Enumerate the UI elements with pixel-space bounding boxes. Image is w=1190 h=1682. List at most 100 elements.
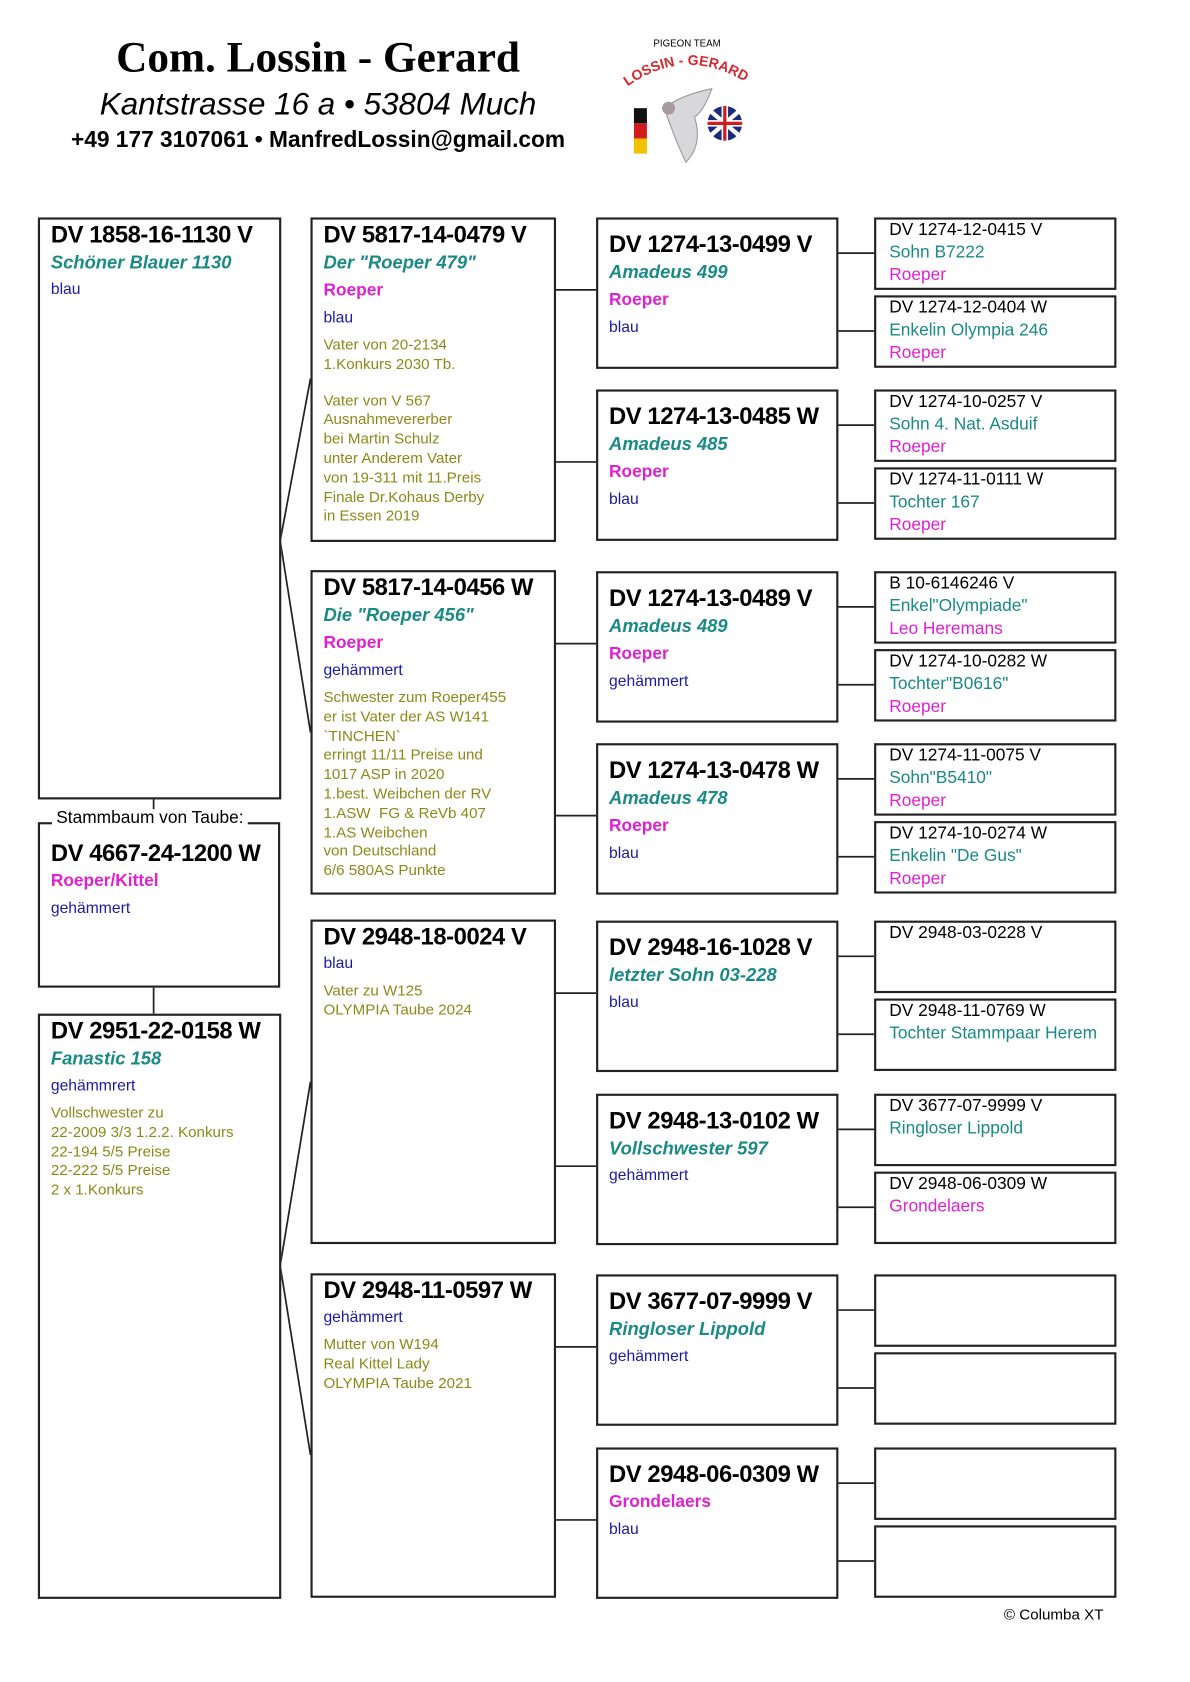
great-grandparent-box[interactable]: DV 1274-13-0485 W Amadeus 485 Roeper blau — [596, 389, 839, 541]
great-grandparent-box[interactable]: DV 1274-13-0499 V Amadeus 499 Roeper blau — [596, 217, 839, 369]
pigeon-color: blau — [609, 491, 639, 509]
pigeon-notes: Vater von V 567 Ausnahmevererber bei Mar… — [323, 391, 485, 524]
pigeon-name: Enkelin "De Gus" — [889, 847, 1022, 866]
great-great-grandparent-box[interactable]: DV 3677-07-9999 V Ringloser Lippold — [874, 1093, 1117, 1167]
pigeon-ring: DV 1274-12-0404 W — [889, 298, 1048, 317]
great-great-grandparent-box[interactable]: DV 1274-12-0415 V Sohn B7222 Roeper — [874, 217, 1117, 290]
great-grandparent-box[interactable]: DV 3677-07-9999 V Ringloser Lippold gehämm… — [596, 1274, 839, 1426]
pigeon-color: gehämmert — [323, 1308, 403, 1327]
pigeon-name: letzter Sohn 03-228 — [609, 964, 777, 986]
pigeon-name: Amadeus 499 — [609, 261, 728, 283]
pigeon-ring: DV 3677-07-9999 V — [889, 1096, 1043, 1116]
pigeon-breeder: Leo Heremans — [889, 619, 1003, 639]
team-logo: PIGEON TEAM LOSSIN - GERARD — [621, 39, 752, 164]
pigeon-ring: DV 1274-13-0478 W — [609, 756, 819, 784]
pigeon-notes: Vater zu W125 OLYMPIA Taube 2024 — [323, 981, 472, 1018]
pigeon-ring: DV 1274-13-0489 V — [609, 584, 813, 612]
grandparent-box[interactable]: DV 5817-14-0456 W Die "Roeper 456" Roeper g… — [310, 570, 557, 895]
great-great-grandparent-box[interactable]: DV 1274-11-0111 W Tochter 167 Roeper — [874, 467, 1117, 540]
pigeon-breeder: Roeper — [889, 516, 947, 535]
great-grandparent-box[interactable]: DV 2948-13-0102 W Vollschwester 597 gehämm… — [596, 1093, 839, 1246]
pigeon-ring: DV 2948-11-0769 W — [889, 1001, 1046, 1021]
pigeon-color: blau — [50, 281, 81, 299]
pigeon-name: Der "Roeper 479" — [323, 252, 476, 273]
great-grandparent-box[interactable]: DV 1274-13-0478 W Amadeus 478 Roeper blau — [596, 743, 839, 895]
great-great-grandparent-box[interactable] — [874, 1274, 1117, 1347]
grandparent-box[interactable]: DV 2948-18-0024 V blau Vater zu W125 OLYMP… — [310, 919, 557, 1245]
pigeon-color: gehämmert — [609, 1167, 689, 1185]
grandparent-box[interactable]: DV 5817-14-0479 V Der "Roeper 479" Roeper b… — [310, 217, 557, 542]
pigeon-ring: DV 1274-12-0415 V — [889, 220, 1043, 240]
pigeon-color: gehämmert — [609, 1347, 689, 1366]
pigeon-ring: DV 1274-10-0257 V — [889, 392, 1043, 412]
great-grandparent-box[interactable]: DV 2948-06-0309 W Grondelaers blau — [596, 1447, 839, 1599]
pigeon-breeder: Roeper — [609, 816, 669, 836]
pigeon-ring: DV 2948-13-0102 W — [609, 1106, 819, 1134]
connector-line — [279, 1081, 312, 1266]
great-great-grandparent-box[interactable]: DV 2948-06-0309 W Grondelaers — [874, 1171, 1117, 1245]
great-great-grandparent-box[interactable] — [874, 1447, 1117, 1520]
pigeon-breeder: Roeper — [889, 791, 947, 811]
pigeon-breeder: Roeper/Kittel — [50, 871, 159, 891]
pigeon-ring: DV 1858-16-1130 V — [50, 220, 253, 248]
grandparent-box[interactable]: DV 2948-11-0597 W gehämmert Mutter von W19… — [310, 1273, 557, 1598]
pigeon-name: Sohn B7222 — [889, 243, 985, 262]
pigeon-breeder: Roeper — [889, 344, 947, 363]
great-great-grandparent-box[interactable]: DV 2948-11-0769 W Tochter Stammpaar Herem — [874, 998, 1117, 1071]
pigeon-name: Tochter"B0616" — [889, 675, 1009, 694]
great-great-grandparent-box[interactable]: DV 1274-10-0282 W Tochter"B0616" Roeper — [874, 649, 1117, 722]
pigeon-ring: DV 2948-18-0024 V — [323, 922, 527, 950]
pigeon-ring: DV 2948-03-0228 V — [889, 923, 1043, 943]
pigeon-name: Enkelin Olympia 246 — [889, 321, 1048, 340]
sire-box[interactable]: DV 1858-16-1130 V Schöner Blauer 1130 blau — [37, 217, 282, 800]
pedigree-label: Stammbaum von Taube: — [51, 809, 248, 829]
great-great-grandparent-box[interactable] — [874, 1525, 1117, 1598]
pigeon-color: gehämmert — [50, 900, 131, 918]
subject-pigeon-box[interactable]: DV 4667-24-1200 W Roeper/Kittel gehämmert — [37, 822, 281, 988]
great-grandparent-box[interactable]: DV 1274-13-0489 V Amadeus 489 Roeper gehämm… — [596, 571, 839, 723]
pigeon-color: gehämmrert — [50, 1077, 136, 1095]
pigeon-ring: DV 2948-16-1028 V — [609, 933, 813, 961]
great-great-grandparent-box[interactable]: DV 2948-03-0228 V — [874, 920, 1117, 994]
pigeon-ring: DV 1274-10-0282 W — [889, 652, 1048, 671]
pigeon-ring: B 10-6146246 V — [889, 574, 1015, 593]
pigeon-color: blau — [609, 994, 639, 1012]
pigeon-color: blau — [323, 955, 354, 973]
great-great-grandparent-box[interactable]: DV 1274-12-0404 W Enkelin Olympia 246 Roep… — [874, 295, 1117, 368]
svg-text:PIGEON TEAM: PIGEON TEAM — [653, 39, 720, 50]
pigeon-ring: DV 5817-14-0456 W — [323, 573, 534, 601]
pigeon-ring: DV 2948-11-0597 W — [323, 1276, 532, 1304]
pigeon-ring: DV 5817-14-0479 V — [323, 220, 527, 248]
pigeon-name: Ringloser Lippold — [609, 1318, 766, 1340]
pigeon-color: blau — [323, 309, 354, 327]
pigeon-breeder: Roeper — [889, 438, 947, 457]
dam-box[interactable]: DV 2951-22-0158 W Fanastic 158 gehämmrert V… — [37, 1013, 282, 1599]
pigeon-color: gehämmert — [609, 672, 689, 691]
great-grandparent-box[interactable]: DV 2948-16-1028 V letzter Sohn 03-228 blau — [596, 920, 839, 1073]
pigeon-name: Tochter Stammpaar Herem — [889, 1024, 1098, 1043]
pigeon-name: Die "Roeper 456" — [323, 604, 474, 626]
pigeon-ring: DV 4667-24-1200 W — [50, 839, 261, 867]
pigeon-breeder: Roeper — [889, 869, 947, 889]
pigeon-ring: DV 1274-13-0485 W — [609, 402, 819, 430]
connector-line — [279, 378, 312, 542]
pigeon-ring: DV 1274-10-0274 W — [889, 824, 1048, 843]
pigeon-color: gehämmert — [323, 662, 403, 680]
great-great-grandparent-box[interactable]: DV 1274-10-0274 W Enkelin "De Gus" Roeper — [874, 821, 1117, 894]
great-great-grandparent-box[interactable]: DV 1274-11-0075 V Sohn"B5410" Roeper — [874, 743, 1117, 816]
copyright: © Columba XT — [1003, 1605, 1104, 1623]
pigeon-ring: DV 1274-13-0499 V — [609, 230, 813, 258]
great-great-grandparent-box[interactable]: B 10-6146246 V Enkel"Olympiade" Leo Herema… — [874, 571, 1117, 644]
pigeon-breeder: Roeper — [323, 633, 384, 653]
great-great-grandparent-box[interactable] — [874, 1352, 1117, 1425]
great-great-grandparent-box[interactable]: DV 1274-10-0257 V Sohn 4. Nat. Asduif Roep… — [874, 389, 1117, 462]
pigeon-breeder: Roeper — [323, 281, 384, 300]
pigeon-ring: DV 1274-11-0075 V — [889, 746, 1041, 765]
pigeon-name: Sohn"B5410" — [889, 769, 993, 788]
pigeon-notes: Vollschwester zu 22-2009 3/3 1.2.2. Konk… — [50, 1103, 234, 1198]
pigeon-ring: DV 3677-07-9999 V — [609, 1287, 813, 1315]
breeder-address: Kantstrasse 16 a • 53804 Much — [99, 87, 537, 123]
pigeon-name: Amadeus 489 — [609, 615, 728, 637]
